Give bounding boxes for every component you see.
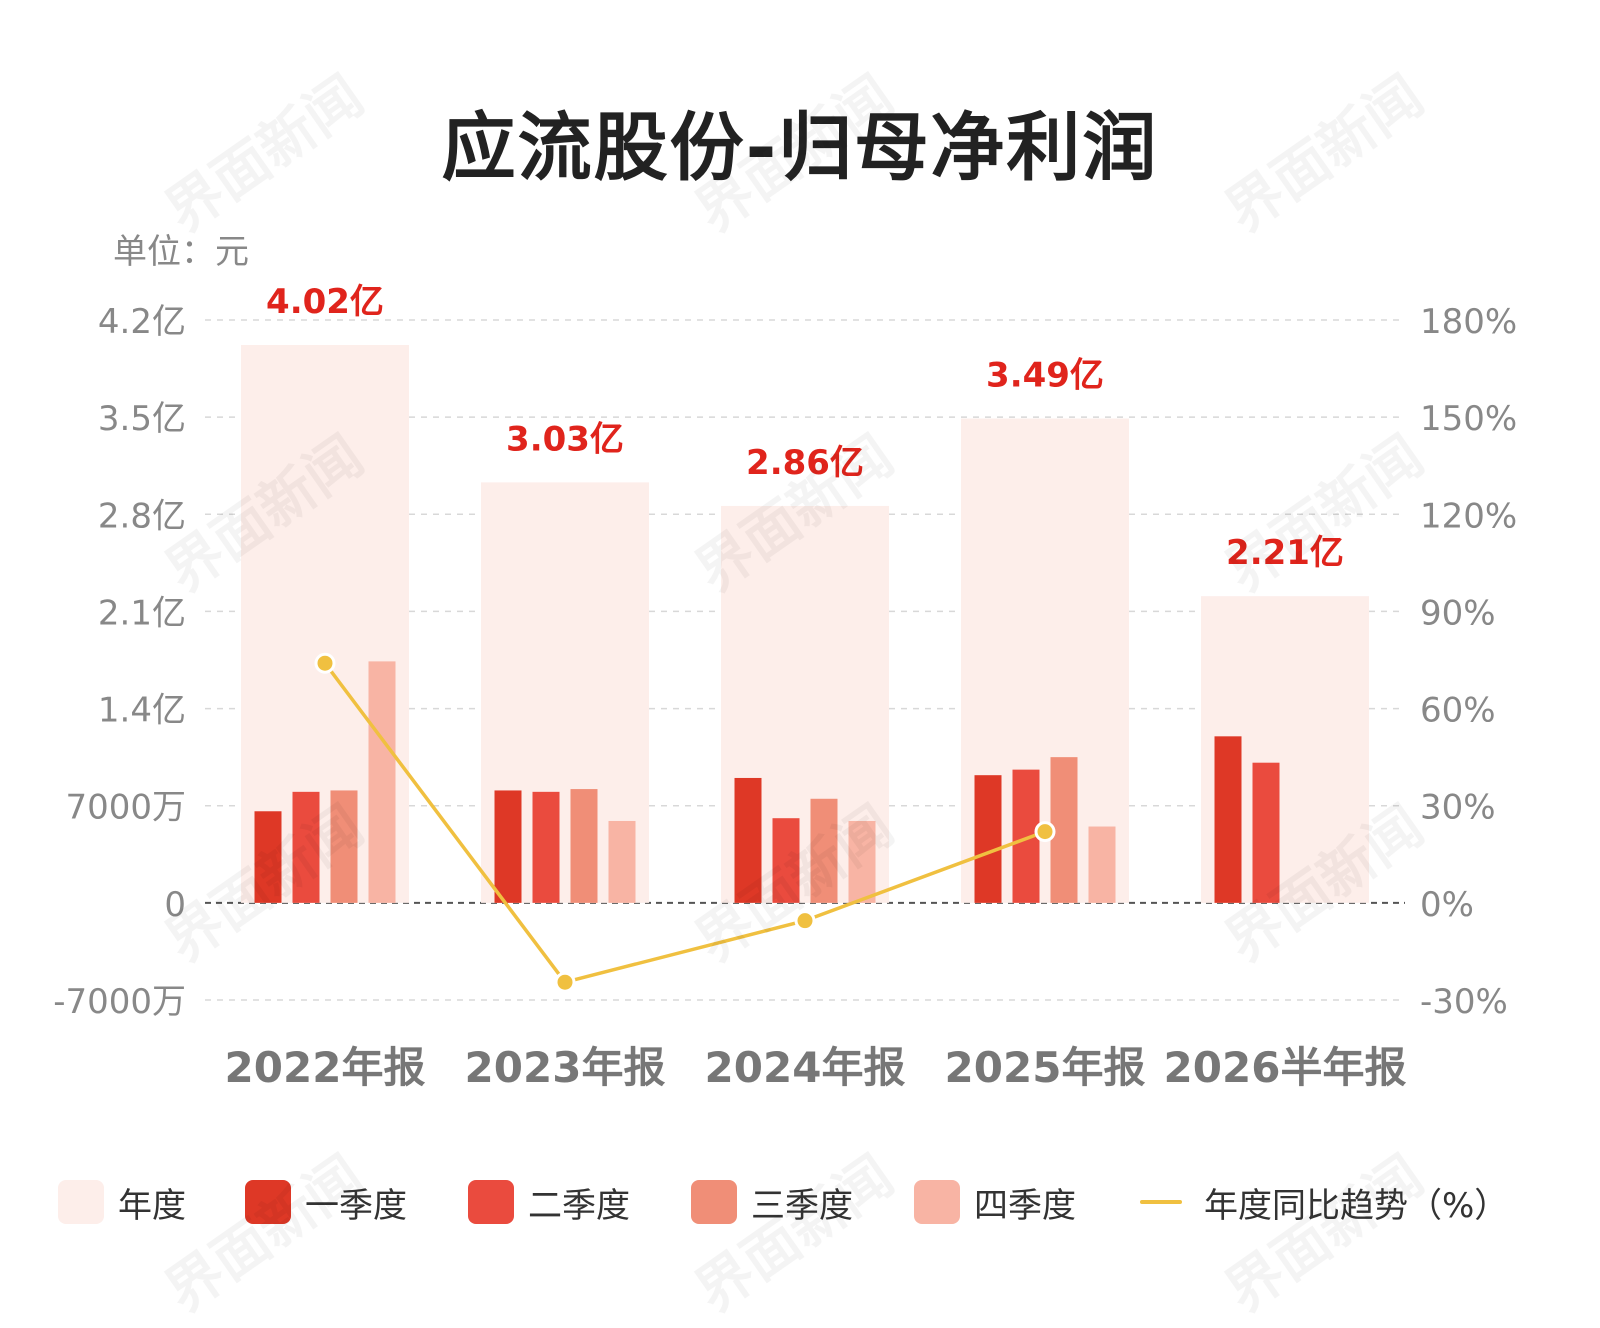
right-axis-tick-label: 90% xyxy=(1420,593,1496,633)
left-axis-tick-label: 3.5亿 xyxy=(98,399,186,439)
chart-svg: -7000万 0 7000万 1.4亿 2.1亿 2.8亿 3.5亿 4.2亿 -30% 0% 30… xyxy=(53,282,1517,1092)
left-axis-tick-label: 0 xyxy=(164,885,186,925)
category-label: 2025年报 xyxy=(945,1043,1146,1092)
legend-line-swatch xyxy=(1140,1200,1182,1204)
annual-value-label: 3.03亿 xyxy=(506,419,624,459)
quarter-bar-q1 xyxy=(974,775,1002,903)
unit-label: 单位：元 xyxy=(113,232,249,272)
right-axis-tick-label: 120% xyxy=(1420,496,1517,536)
trend-point xyxy=(794,910,816,932)
trend-point xyxy=(1034,821,1056,843)
quarter-bar-q3 xyxy=(330,790,358,903)
legend-label: 四季度 xyxy=(974,1185,1076,1226)
quarter-bar-q2 xyxy=(532,791,560,903)
left-axis-tick-label: 7000万 xyxy=(65,788,186,828)
legend-item: 四季度 xyxy=(914,1178,1076,1226)
legend-label: 年度 xyxy=(118,1185,186,1226)
legend-color-swatch xyxy=(914,1180,960,1224)
quarter-bar-q4 xyxy=(608,820,636,903)
right-axis-tick-label: 180% xyxy=(1420,302,1517,342)
legend-item: 三季度 xyxy=(691,1178,853,1226)
quarter-bar-q2 xyxy=(292,791,320,903)
right-axis-tick-label: 0% xyxy=(1420,885,1474,925)
quarter-bar-q1 xyxy=(494,790,522,903)
trend-point xyxy=(314,652,336,674)
legend-label: 二季度 xyxy=(528,1185,630,1226)
quarter-bar-q4 xyxy=(848,820,876,903)
right-axis-tick-label: 60% xyxy=(1420,691,1496,731)
legend-item: 年度同比趋势（%） xyxy=(1140,1178,1508,1226)
category-label: 2024年报 xyxy=(705,1043,906,1092)
legend-label: 一季度 xyxy=(305,1185,407,1226)
quarter-bar-q3 xyxy=(810,798,838,903)
trend-point xyxy=(554,971,576,993)
left-axis-tick-label: 2.8亿 xyxy=(98,496,186,536)
legend-color-swatch xyxy=(245,1180,291,1224)
legend-label: 三季度 xyxy=(751,1185,853,1226)
annual-value-label: 2.86亿 xyxy=(746,443,864,483)
legend-color-swatch xyxy=(58,1180,104,1224)
category-label: 2026半年报 xyxy=(1164,1043,1407,1092)
right-axis-tick-label: 150% xyxy=(1420,399,1517,439)
right-axis-tick-label: 30% xyxy=(1420,788,1496,828)
left-axis-tick-label: -7000万 xyxy=(53,982,186,1022)
trend-line xyxy=(323,662,1046,984)
annual-value-label: 4.02亿 xyxy=(266,282,384,322)
legend-item: 年度 xyxy=(58,1178,186,1226)
legend-color-swatch xyxy=(468,1180,514,1224)
quarter-bar-q3 xyxy=(570,789,598,903)
left-axis-tick-label: 2.1亿 xyxy=(98,593,186,633)
category-label: 2023年报 xyxy=(465,1043,666,1092)
quarter-bar-q4 xyxy=(368,661,396,903)
quarter-bar-q2 xyxy=(1252,762,1280,903)
legend-color-swatch xyxy=(691,1180,737,1224)
annual-value-label: 2.21亿 xyxy=(1226,533,1344,573)
right-axis-tick-label: -30% xyxy=(1420,982,1508,1022)
annual-value-label: 3.49亿 xyxy=(986,356,1104,396)
quarter-bar-q1 xyxy=(1214,736,1242,903)
left-axis-tick-label: 1.4亿 xyxy=(98,691,186,731)
legend-label: 年度同比趋势（%） xyxy=(1204,1185,1509,1226)
quarter-bar-q2 xyxy=(772,818,800,903)
quarter-bar-q1 xyxy=(734,777,762,903)
left-axis-tick-label: 4.2亿 xyxy=(98,302,186,342)
quarter-bar-q4 xyxy=(1088,826,1116,903)
legend-item: 一季度 xyxy=(245,1178,407,1226)
category-label: 2022年报 xyxy=(225,1043,426,1092)
chart-legend: 年度 一季度 二季度 三季度 四季度 年度同比趋势（%） xyxy=(58,1178,1578,1226)
legend-item: 二季度 xyxy=(468,1178,630,1226)
quarter-bar-q1 xyxy=(254,811,282,903)
chart-title: 应流股份-归母净利润 xyxy=(441,105,1159,191)
